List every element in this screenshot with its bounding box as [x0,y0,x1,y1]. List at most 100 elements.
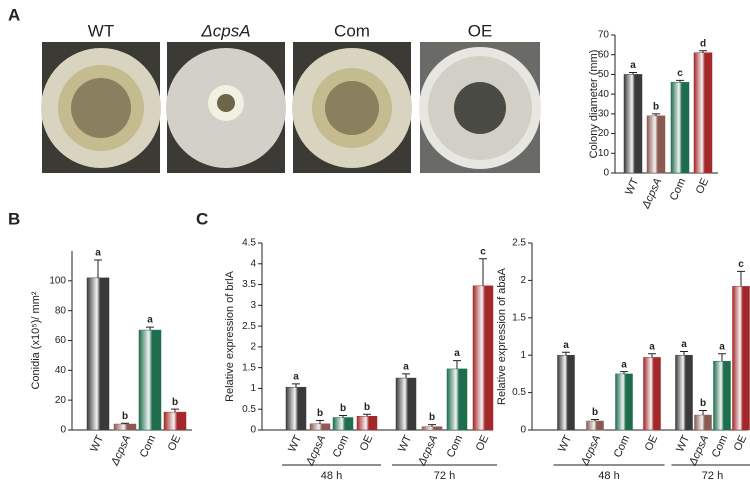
error-bar [652,113,660,116]
error-bar [699,410,707,416]
y-tick-label: 1.5 [512,312,526,323]
error-bar [648,353,656,358]
bar [643,357,661,431]
y-tick-label: 30 [598,108,610,119]
x-tick-label: Com [445,433,466,459]
x-tick-label: WT [556,433,574,454]
significance-letter: a [621,359,627,370]
x-tick-label: Com [612,433,633,459]
y-tick-label: 40 [598,89,610,100]
group-label: 48 h [321,470,342,482]
significance-letter: a [681,339,687,350]
significance-letter: b [317,408,323,419]
y-tick-label: 0.5 [512,387,526,398]
significance-letter: a [630,60,636,71]
bar [395,377,417,431]
y-tick-label: 40 [55,365,67,376]
y-axis-label: Relative expression of brlA [224,270,236,402]
y-tick-label: 80 [55,305,67,316]
y-tick-label: 50 [598,69,610,80]
bar [421,426,443,431]
error-bar [316,419,324,424]
y-tick-label: 0 [250,425,256,436]
bar [693,52,713,174]
x-tick-label: Com [710,433,731,459]
x-tick-label: ΔcpsA [109,433,134,468]
bar [285,386,307,431]
significance-letter: d [700,38,706,49]
panel-label: A [8,5,20,24]
bar [138,329,162,431]
x-tick-label: WT [674,433,692,454]
photo-label: WT [88,21,114,40]
significance-letter: b [592,407,598,418]
significance-letter: a [649,341,655,352]
y-axis-label: Conidia (x10⁵)/ mm² [30,291,42,389]
y-tick-label: 0.5 [242,404,256,415]
y-tick-label: 0 [603,168,609,179]
y-tick-label: 10 [598,148,610,159]
y-tick-label: 2.5 [512,238,526,249]
error-bar [402,373,410,379]
bar [623,74,643,174]
colony-center [217,94,235,112]
y-tick-label: 4.5 [242,238,256,249]
bar [615,373,633,431]
significance-letter: c [677,68,683,79]
error-bar [428,424,436,427]
error-bar [292,383,300,388]
y-tick-label: 2 [250,342,256,353]
significance-letter: a [719,341,725,352]
y-tick-label: 60 [55,335,67,346]
x-tick-label: Com [668,176,689,202]
significance-letter: a [147,315,153,326]
group-label: 72 h [702,470,723,482]
significance-letter: c [480,246,486,257]
error-bar [629,71,637,75]
bar [113,423,137,431]
error-bar [680,350,688,356]
y-tick-label: 20 [55,395,67,406]
significance-letter: a [95,248,101,259]
x-tick-label: ΔcpsA [579,433,604,468]
y-tick-label: 2.5 [242,321,256,332]
significance-letter: c [738,259,744,270]
error-bar [453,360,461,369]
bar [586,420,604,431]
x-tick-label: WT [286,433,304,454]
significance-letter: b [172,397,178,408]
error-bar [699,50,707,53]
colony-center [454,82,506,134]
error-bar [479,258,487,286]
y-tick-label: 60 [598,49,610,60]
significance-letter: b [364,402,370,413]
error-bar [121,422,129,425]
x-tick-label: OE [732,433,750,452]
bar [356,416,378,431]
x-tick-label: Com [138,433,159,459]
bar [732,286,750,431]
x-tick-label: WT [88,433,106,454]
significance-letter: a [563,340,569,351]
x-tick-label: ΔcpsA [416,433,441,468]
bar [694,414,712,431]
y-axis-label: Relative expression of abaA [496,267,508,405]
y-axis-label: Colony diameter (mm) [588,50,600,159]
bar [332,417,354,431]
y-tick-label: 4 [250,258,256,269]
error-bar [363,413,371,417]
error-bar [339,414,347,418]
x-tick-label: OE [166,433,184,452]
bar [646,115,666,174]
significance-letter: b [700,398,706,409]
error-bar [718,353,726,362]
x-tick-label: WT [623,176,641,197]
bar [713,360,731,431]
error-bar [562,351,570,356]
photo-label: Com [334,21,370,40]
y-tick-label: 0 [60,425,66,436]
significance-letter: b [122,411,128,422]
bar [309,423,331,431]
significance-letter: b [653,101,659,112]
